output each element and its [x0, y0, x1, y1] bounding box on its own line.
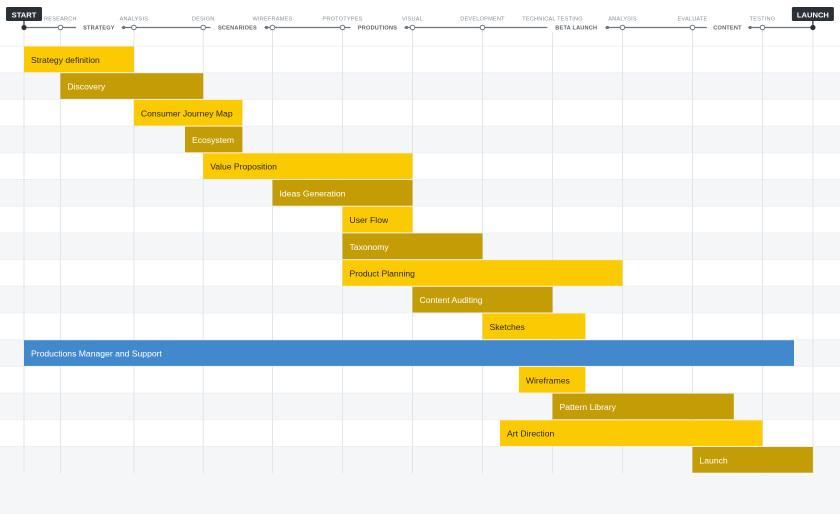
task-bar[interactable]	[500, 420, 763, 446]
launch-label: LAUNCH	[797, 10, 829, 19]
milestone-dot	[479, 24, 486, 31]
milestone-label: PROTOTYPES	[322, 17, 362, 23]
task-label: Wireframes	[526, 375, 570, 385]
task-bar[interactable]	[518, 366, 586, 393]
task-label: Discovery	[67, 82, 105, 92]
milestone-label: ANALYSIS	[120, 17, 149, 23]
task-label: Sketches	[490, 322, 525, 332]
task-bar[interactable]	[185, 126, 243, 153]
milestone-label-bg	[547, 22, 606, 33]
task-bar[interactable]	[342, 260, 623, 286]
task-bar[interactable]	[342, 233, 483, 260]
milestone-label: RESEARCH	[44, 17, 77, 23]
row-band	[0, 126, 840, 153]
milestone-label: VISUAL	[402, 17, 423, 23]
task-label: Taxonomy	[350, 242, 390, 252]
milestone-label: BETA LAUNCH	[555, 26, 597, 32]
task-bar[interactable]	[692, 447, 813, 473]
milestone-label-bg	[706, 22, 749, 33]
task-label: Ideas Generation	[280, 188, 346, 198]
axis-dot	[404, 25, 409, 30]
footer-band	[0, 473, 840, 514]
launch-marker	[791, 7, 834, 21]
task-bar[interactable]	[412, 286, 553, 313]
task-label: Ecosystem	[192, 135, 234, 145]
task-bar[interactable]	[24, 46, 134, 73]
task-bar[interactable]	[552, 393, 734, 420]
milestone-label: DESIGN	[192, 17, 215, 23]
axis-dot	[264, 25, 269, 30]
milestone-label: SCENARIOES	[218, 26, 257, 32]
milestone-dot	[339, 24, 346, 31]
task-bar[interactable]	[133, 99, 243, 126]
milestone-dot	[131, 24, 137, 31]
task-bar[interactable]	[272, 180, 413, 206]
start-marker	[6, 7, 42, 21]
task-bar[interactable]	[60, 73, 204, 99]
milestone-label-bg	[210, 22, 265, 33]
task-label: Strategy definition	[31, 55, 100, 65]
task-label: Consumer Journey Map	[141, 108, 233, 118]
task-label: Art Direction	[507, 429, 554, 439]
axis-dot	[122, 25, 126, 30]
milestone-label: TESTING	[750, 17, 776, 23]
row-band	[0, 179, 840, 207]
task-label: Product Planning	[350, 268, 416, 278]
task-label: User Flow	[350, 215, 389, 225]
milestone-label-bg	[76, 22, 122, 33]
task-bar[interactable]	[24, 340, 794, 366]
milestone-dot	[200, 24, 206, 31]
milestone-dot	[689, 24, 696, 31]
milestone-label: WIREFRAMES	[253, 17, 293, 23]
milestone-label: DEVELOPMENT	[460, 17, 505, 23]
task-label: Launch	[700, 455, 728, 465]
start-label: START	[12, 10, 37, 19]
milestone-label: EVALUATE	[678, 17, 708, 23]
milestone-label: ANALYSIS	[608, 17, 637, 23]
milestone-dot	[619, 24, 626, 31]
milestone-label-bg	[350, 22, 405, 33]
milestone-dot	[269, 24, 276, 31]
task-bar[interactable]	[342, 206, 413, 233]
milestone-label: STRATEGY	[83, 26, 115, 32]
milestone-dot	[57, 24, 64, 31]
milestone-dot	[409, 24, 416, 31]
axis-dot	[605, 25, 610, 30]
task-bar[interactable]	[482, 313, 586, 340]
start-dot	[21, 24, 27, 31]
task-label: Pattern Library	[560, 402, 617, 412]
task-label: Content Auditing	[420, 295, 483, 305]
milestone-dot	[759, 24, 766, 31]
milestone-label: CONTENT	[713, 26, 742, 32]
task-label: Productions Manager and Support	[31, 349, 163, 359]
milestone-label: PRODUTIONS	[358, 26, 397, 32]
task-label: Value Proposition	[210, 162, 277, 172]
milestone-label: TECHNICAL TESTING	[522, 17, 583, 23]
axis-dot	[748, 25, 752, 30]
launch-dot	[810, 24, 816, 31]
task-bar[interactable]	[203, 153, 413, 179]
